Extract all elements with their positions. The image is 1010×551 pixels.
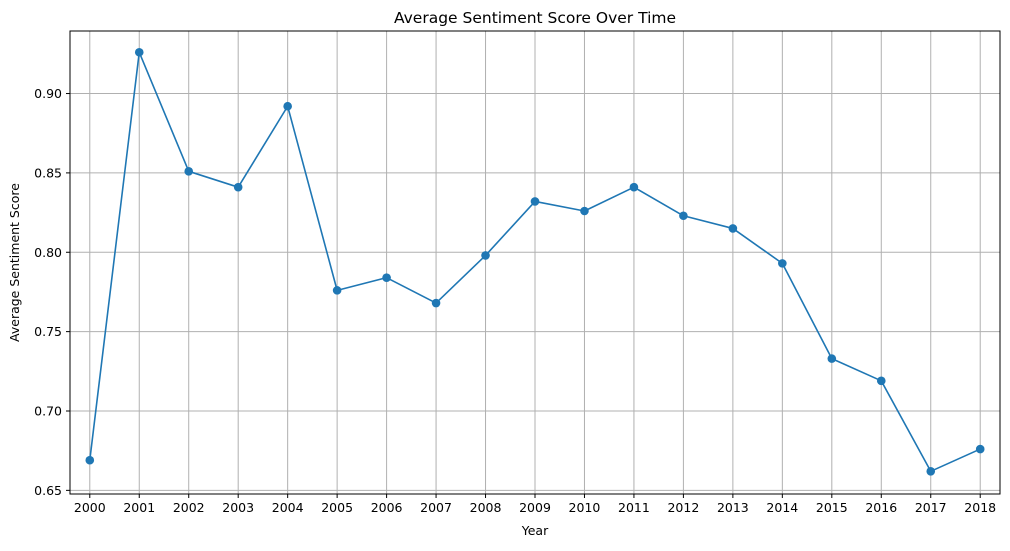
data-point [332, 286, 342, 295]
data-point [975, 444, 985, 454]
series-layer [85, 47, 985, 476]
data-point [481, 251, 490, 260]
chart-title: Average Sentiment Score Over Time [394, 9, 676, 27]
x-tick-label: 2002 [173, 500, 205, 515]
data-point [580, 206, 589, 216]
x-tick-label: 2000 [74, 500, 106, 515]
y-tick-label: 0.65 [34, 483, 62, 498]
x-tick-label: 2017 [915, 500, 947, 515]
data-point [85, 455, 95, 465]
x-tick-label: 2012 [667, 500, 699, 515]
data-point [530, 197, 540, 206]
data-point [728, 224, 738, 233]
x-tick-label: 2006 [371, 500, 403, 515]
x-tick-label: 2008 [470, 500, 502, 515]
x-tick-label: 2010 [569, 500, 601, 515]
x-tick-label: 2001 [123, 500, 155, 515]
y-tick-label: 0.80 [34, 245, 62, 260]
y-tick-label: 0.70 [34, 403, 62, 418]
x-tick-label: 2011 [618, 500, 650, 515]
data-point [778, 259, 787, 268]
y-axis-label: Average Sentiment Score [7, 183, 22, 342]
x-tick-label: 2016 [865, 500, 897, 515]
y-tick-label: 0.75 [34, 324, 62, 339]
x-tick-label: 2018 [964, 500, 996, 515]
data-point [382, 273, 391, 282]
ticks-layer: 2000 2001 2002 2003 2004 2005 2006 2007 2008 2009… [34, 86, 996, 515]
data-point [679, 211, 688, 221]
x-tick-label: 2003 [222, 500, 254, 515]
x-tick-label: 2014 [766, 500, 798, 515]
data-point [629, 182, 639, 192]
data-point [184, 167, 194, 176]
data-point [431, 298, 441, 308]
x-axis-label: Year [521, 523, 549, 538]
x-tick-label: 2007 [420, 500, 452, 515]
x-tick-label: 2013 [717, 500, 749, 515]
x-tick-label: 2004 [272, 500, 304, 515]
data-point [876, 376, 886, 386]
data-point [926, 467, 936, 476]
y-tick-label: 0.85 [34, 165, 62, 180]
x-tick-label: 2015 [816, 500, 848, 515]
data-point [233, 182, 243, 192]
x-tick-label: 2005 [321, 500, 353, 515]
data-point [827, 354, 837, 363]
data-point [283, 101, 292, 111]
y-tick-label: 0.90 [34, 86, 62, 101]
grid-layer [70, 31, 1000, 494]
x-tick-label: 2009 [519, 500, 551, 515]
data-point [134, 47, 144, 57]
